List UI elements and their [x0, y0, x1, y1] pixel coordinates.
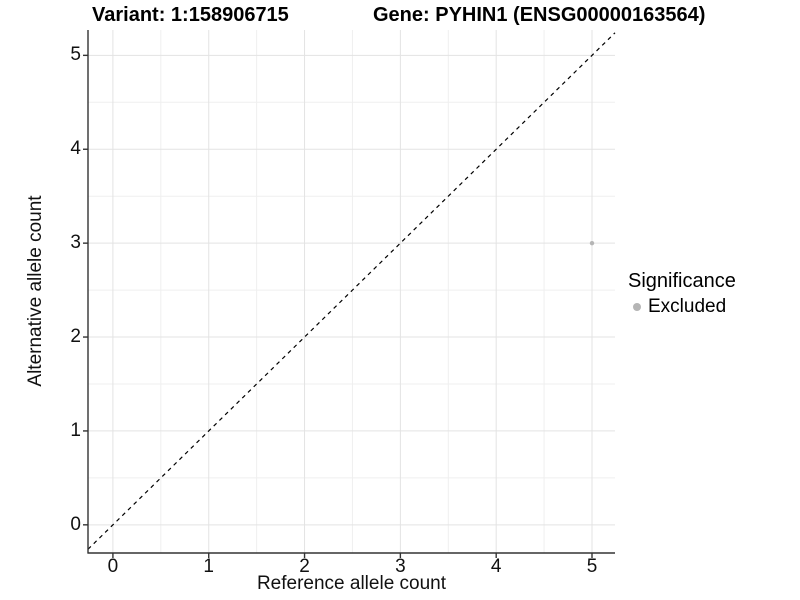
legend: Significance Excluded — [628, 269, 736, 318]
x-tick-label: 1 — [203, 556, 214, 577]
x-tick-label: 5 — [586, 556, 598, 577]
y-axis-title: Alternative allele count — [25, 195, 46, 387]
excluded-point-marker-icon — [633, 303, 641, 311]
y-tick-label: 2 — [70, 326, 81, 348]
y-tick-label: 5 — [70, 44, 81, 66]
x-tick-label: 0 — [107, 556, 119, 577]
identity-dashed-line — [87, 32, 616, 550]
plot-title-variant: Variant: 1:158906715 — [92, 4, 289, 26]
y-tick-label: 0 — [70, 513, 81, 535]
x-tick-label: 2 — [299, 556, 310, 577]
y-tick-label: 4 — [70, 138, 81, 160]
legend-item-label: Excluded — [648, 296, 727, 317]
x-tick-label: 3 — [395, 556, 406, 577]
plot-title-gene: Gene: PYHIN1 (ENSG00000163564) — [373, 4, 706, 26]
data-point — [589, 240, 595, 246]
legend-title: Significance — [628, 270, 736, 292]
y-tick-label: 3 — [70, 232, 81, 254]
y-tick-label: 1 — [70, 419, 81, 441]
x-tick-label: 4 — [490, 556, 502, 577]
legend-item-excluded: Excluded — [628, 296, 736, 318]
x-axis-title: Reference allele count — [256, 573, 447, 594]
